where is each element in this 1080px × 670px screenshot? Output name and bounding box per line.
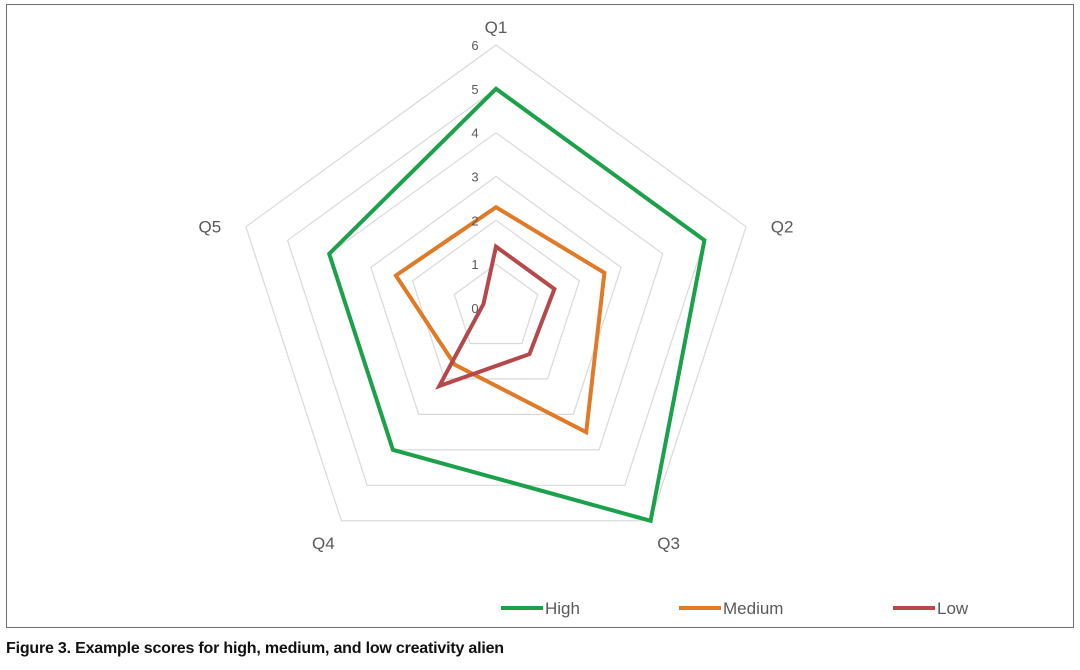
tick-label: 5 <box>471 82 478 97</box>
legend-label-high: High <box>545 599 580 618</box>
tick-label: 6 <box>471 38 478 53</box>
grid-ring <box>286 88 706 486</box>
tick-label: 3 <box>471 170 478 185</box>
figure-caption: Figure 3. Example scores for high, mediu… <box>6 640 504 657</box>
radar-chart: Q1 Q2 Q3 Q4 Q5 0 1 2 3 4 5 6 High Medium Low <box>199 18 969 618</box>
legend: High Medium Low <box>501 599 969 618</box>
series-high <box>326 86 707 524</box>
axis-label-q1: Q1 <box>485 18 508 37</box>
grid-ring <box>245 44 747 522</box>
series-medium <box>393 204 607 436</box>
series-low <box>435 243 557 390</box>
tick-label: 1 <box>471 257 478 272</box>
axis-label-q2: Q2 <box>771 218 794 237</box>
tick-label: 2 <box>471 213 478 228</box>
grid-ring <box>328 131 664 451</box>
legend-label-medium: Medium <box>723 599 783 618</box>
axis-label-q3: Q3 <box>657 534 680 553</box>
grid-ring <box>453 263 539 345</box>
chart-frame: Q1 Q2 Q3 Q4 Q5 0 1 2 3 4 5 6 High Medium Low <box>6 4 1074 628</box>
axis-label-q5: Q5 <box>199 218 222 237</box>
axis-label-q4: Q4 <box>312 534 335 553</box>
legend-label-low: Low <box>937 599 969 618</box>
grid-layer <box>245 44 747 522</box>
series-layer <box>326 86 707 524</box>
grid-ring <box>411 219 581 380</box>
tick-label: 0 <box>471 301 478 316</box>
tick-label: 4 <box>471 126 478 141</box>
grid-ring <box>370 175 622 415</box>
axis-labels: Q1 Q2 Q3 Q4 Q5 <box>199 18 794 553</box>
tick-labels: 0 1 2 3 4 5 6 <box>471 38 478 316</box>
